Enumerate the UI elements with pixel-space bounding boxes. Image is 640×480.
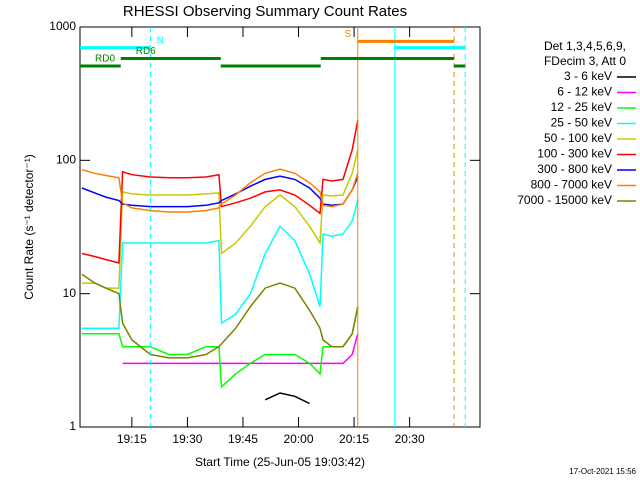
flag-label: RD6 — [136, 46, 156, 57]
x-tick-label: 20:30 — [395, 432, 425, 446]
series-line — [264, 392, 310, 405]
x-tick-label: 20:15 — [339, 432, 369, 446]
series-line — [81, 149, 359, 289]
x-tick-label: 19:30 — [172, 432, 202, 446]
flag-label: RD0 — [95, 54, 115, 65]
legend-label: 7000 - 15000 keV — [517, 193, 612, 207]
legend-label: 50 - 100 keV — [544, 131, 612, 145]
series-line — [81, 306, 359, 389]
series-line — [81, 175, 359, 208]
y-tick-label: 100 — [56, 153, 76, 167]
legend-label: 3 - 6 keV — [564, 69, 612, 83]
series-line — [81, 273, 359, 359]
legend-label: 6 - 12 keV — [557, 85, 612, 99]
y-tick-label: 10 — [63, 286, 77, 300]
x-tick-label: 19:15 — [117, 432, 147, 446]
chart-title: RHESSI Observing Summary Count Rates — [123, 3, 407, 20]
flag-label: N — [157, 35, 164, 46]
y-tick-label: 1 — [69, 419, 76, 433]
legend-header: Det 1,3,4,5,6,9, — [544, 39, 626, 53]
legend-header: FDecim 3, Att 0 — [544, 54, 626, 68]
x-tick-label: 20:00 — [284, 432, 314, 446]
series-line — [81, 168, 359, 213]
plot-frame — [79, 26, 481, 428]
series-line — [81, 200, 359, 330]
y-axis-label: Count Rate (s⁻¹ detector⁻¹) — [22, 154, 36, 299]
legend-label: 800 - 7000 keV — [531, 178, 612, 192]
series-line — [122, 333, 359, 365]
legend-label: 100 - 300 keV — [537, 147, 612, 161]
legend-label: 12 - 25 keV — [551, 100, 612, 114]
x-tick-label: 19:45 — [228, 432, 258, 446]
legend-label: 300 - 800 keV — [537, 162, 612, 176]
flag-label: S — [344, 29, 351, 40]
x-axis-label: Start Time (25-Jun-05 19:03:42) — [195, 455, 365, 469]
footer: 17-Oct-2021 15:56 — [569, 467, 636, 476]
legend-label: 25 - 50 keV — [551, 116, 612, 130]
series-line — [81, 120, 359, 264]
y-tick-label: 1000 — [49, 19, 76, 33]
